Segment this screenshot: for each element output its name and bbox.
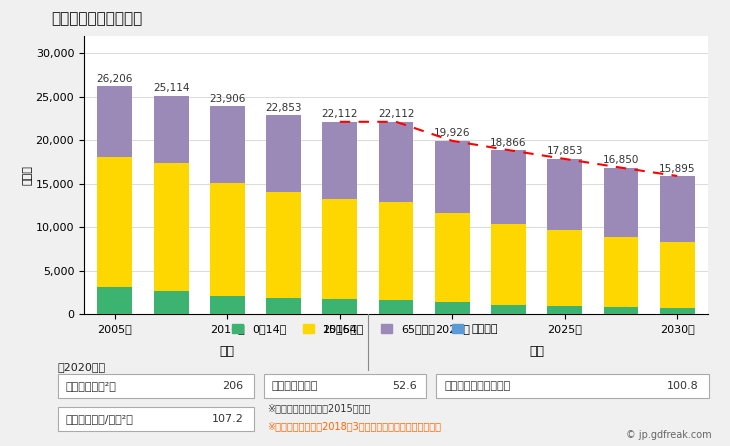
Text: 18,866: 18,866 bbox=[491, 138, 527, 148]
Text: 〠2020年】: 〠2020年】 bbox=[58, 362, 106, 372]
Bar bbox=[548, 159, 582, 231]
Bar bbox=[548, 306, 582, 314]
Bar bbox=[491, 150, 526, 224]
Text: 23,906: 23,906 bbox=[210, 94, 245, 104]
Bar bbox=[210, 296, 245, 314]
Text: 22,112: 22,112 bbox=[377, 109, 414, 120]
Bar bbox=[97, 157, 132, 287]
Text: 平均年齢（歳）: 平均年齢（歳） bbox=[272, 381, 318, 391]
Text: 豊後高田市の人口推移: 豊後高田市の人口推移 bbox=[51, 11, 142, 26]
Bar bbox=[379, 301, 413, 314]
Bar bbox=[604, 307, 638, 314]
Bar bbox=[548, 231, 582, 306]
Text: 人口密度（人/ｫｭ²）: 人口密度（人/ｫｭ²） bbox=[66, 414, 134, 424]
Bar bbox=[154, 95, 188, 163]
Bar bbox=[435, 302, 469, 314]
Bar bbox=[604, 168, 638, 237]
Text: 実績: 実績 bbox=[220, 345, 235, 358]
Text: ※昼夜間人口比率のみ2015年時点: ※昼夜間人口比率のみ2015年時点 bbox=[267, 404, 370, 413]
Bar bbox=[435, 213, 469, 302]
Bar bbox=[435, 141, 469, 213]
Bar bbox=[58, 374, 254, 398]
Text: 206: 206 bbox=[223, 381, 244, 391]
Bar bbox=[491, 224, 526, 305]
Text: 17,853: 17,853 bbox=[547, 146, 583, 157]
Text: 15,895: 15,895 bbox=[659, 164, 696, 173]
Text: 昼夜間人口比率（％）: 昼夜間人口比率（％） bbox=[445, 381, 510, 391]
Text: 総面積（ｫｭ²）: 総面積（ｫｭ²） bbox=[66, 381, 117, 391]
Bar bbox=[323, 198, 357, 299]
Bar bbox=[660, 308, 695, 314]
Bar bbox=[604, 237, 638, 307]
Bar bbox=[660, 176, 695, 242]
Bar bbox=[154, 163, 188, 291]
Bar bbox=[97, 287, 132, 314]
Bar bbox=[154, 291, 188, 314]
Text: 19,926: 19,926 bbox=[434, 128, 471, 138]
Bar bbox=[437, 374, 709, 398]
Text: © jp.gdfreak.com: © jp.gdfreak.com bbox=[626, 430, 712, 440]
Text: 52.6: 52.6 bbox=[392, 381, 416, 391]
Bar bbox=[323, 122, 357, 198]
Bar bbox=[58, 407, 254, 431]
Bar bbox=[264, 374, 426, 398]
Bar bbox=[266, 116, 301, 193]
Bar bbox=[97, 86, 132, 157]
Bar bbox=[379, 122, 413, 202]
Bar bbox=[491, 305, 526, 314]
Text: 25,114: 25,114 bbox=[153, 83, 189, 93]
Y-axis label: （人）: （人） bbox=[23, 165, 33, 185]
Bar bbox=[266, 193, 301, 298]
Bar bbox=[379, 202, 413, 301]
Text: 22,112: 22,112 bbox=[321, 109, 358, 120]
Legend: 0～14歳, 15～64歳, 65歳以上, 年齢不詳: 0～14歳, 15～64歳, 65歳以上, 年齢不詳 bbox=[228, 319, 502, 339]
Bar bbox=[266, 298, 301, 314]
Text: 16,850: 16,850 bbox=[603, 155, 639, 165]
Bar bbox=[660, 242, 695, 308]
Bar bbox=[323, 299, 357, 314]
Text: 予測: 予測 bbox=[529, 345, 544, 358]
Text: 107.2: 107.2 bbox=[212, 414, 244, 424]
Text: ※図中の点線は前回2018年3月公表の「将来人口推計」の値: ※図中の点線は前回2018年3月公表の「将来人口推計」の値 bbox=[267, 421, 441, 431]
Text: 26,206: 26,206 bbox=[96, 74, 133, 84]
Bar bbox=[210, 106, 245, 183]
Text: 100.8: 100.8 bbox=[667, 381, 699, 391]
Text: 22,853: 22,853 bbox=[265, 103, 301, 113]
Bar bbox=[210, 183, 245, 296]
